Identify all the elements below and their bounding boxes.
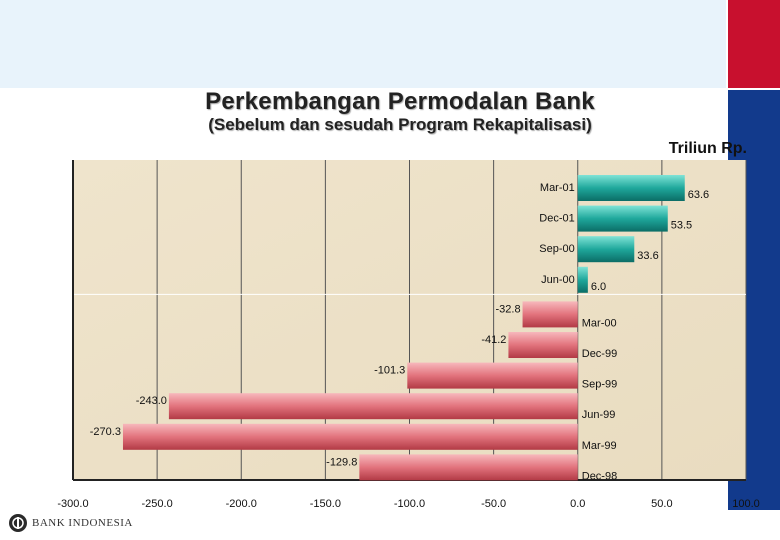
chart-title: Perkembangan Permodalan Bank	[205, 88, 595, 115]
bar	[522, 301, 578, 328]
data-label: 33.6	[637, 250, 658, 262]
corner-accent-red	[728, 0, 780, 88]
data-label: -243.0	[136, 395, 167, 407]
x-tick-label: -200.0	[226, 498, 257, 510]
bar	[577, 175, 685, 201]
category-label: Jun-99	[582, 409, 616, 421]
x-tick-label: 0.0	[570, 498, 585, 510]
data-label: -41.2	[481, 334, 506, 346]
category-label: Dec-01	[539, 213, 574, 225]
x-tick-label: 50.0	[651, 498, 672, 510]
category-label: Jun-00	[541, 274, 575, 286]
x-tick-label: -50.0	[481, 498, 506, 510]
data-label: -270.3	[90, 426, 121, 438]
bar	[577, 205, 668, 232]
chart-subtitle: (Sebelum dan sesudah Program Rekapitalis…	[208, 115, 592, 134]
header-band	[0, 0, 726, 88]
category-label: Dec-99	[582, 348, 617, 360]
logo-text: BANK INDONESIA	[32, 517, 133, 529]
data-label: -129.8	[326, 456, 357, 468]
category-label: Mar-99	[582, 440, 617, 452]
bar-chart: Mar-01 63.6 Dec-01 53.5 Sep-00 33.6 Jun-00 6.0 M…	[57, 160, 760, 510]
data-label: -101.3	[374, 365, 405, 377]
bar	[407, 362, 578, 389]
bi-emblem-icon	[9, 514, 27, 532]
category-label: Mar-01	[540, 182, 575, 194]
bar	[577, 266, 588, 293]
x-tick-label: -250.0	[142, 498, 173, 510]
data-label: 53.5	[671, 220, 692, 232]
x-tick-label: -100.0	[394, 498, 425, 510]
x-tick-label: -300.0	[57, 498, 88, 510]
bar	[168, 393, 578, 420]
bar	[122, 423, 578, 450]
category-label: Mar-00	[582, 317, 617, 329]
bar	[577, 236, 635, 263]
category-label: Dec-98	[582, 470, 617, 482]
data-label: 6.0	[591, 281, 606, 293]
category-label: Sep-00	[539, 243, 574, 255]
unit-label: Triliun Rp.	[668, 140, 747, 157]
x-tick-label: -150.0	[310, 498, 341, 510]
bar	[508, 332, 578, 358]
x-tick-label: 100.0	[732, 498, 760, 510]
bar	[359, 454, 578, 481]
data-label: -32.8	[495, 303, 520, 315]
category-label: Sep-99	[582, 379, 617, 391]
bank-indonesia-logo: BANK INDONESIA	[8, 513, 133, 533]
data-label: 63.6	[688, 189, 709, 201]
